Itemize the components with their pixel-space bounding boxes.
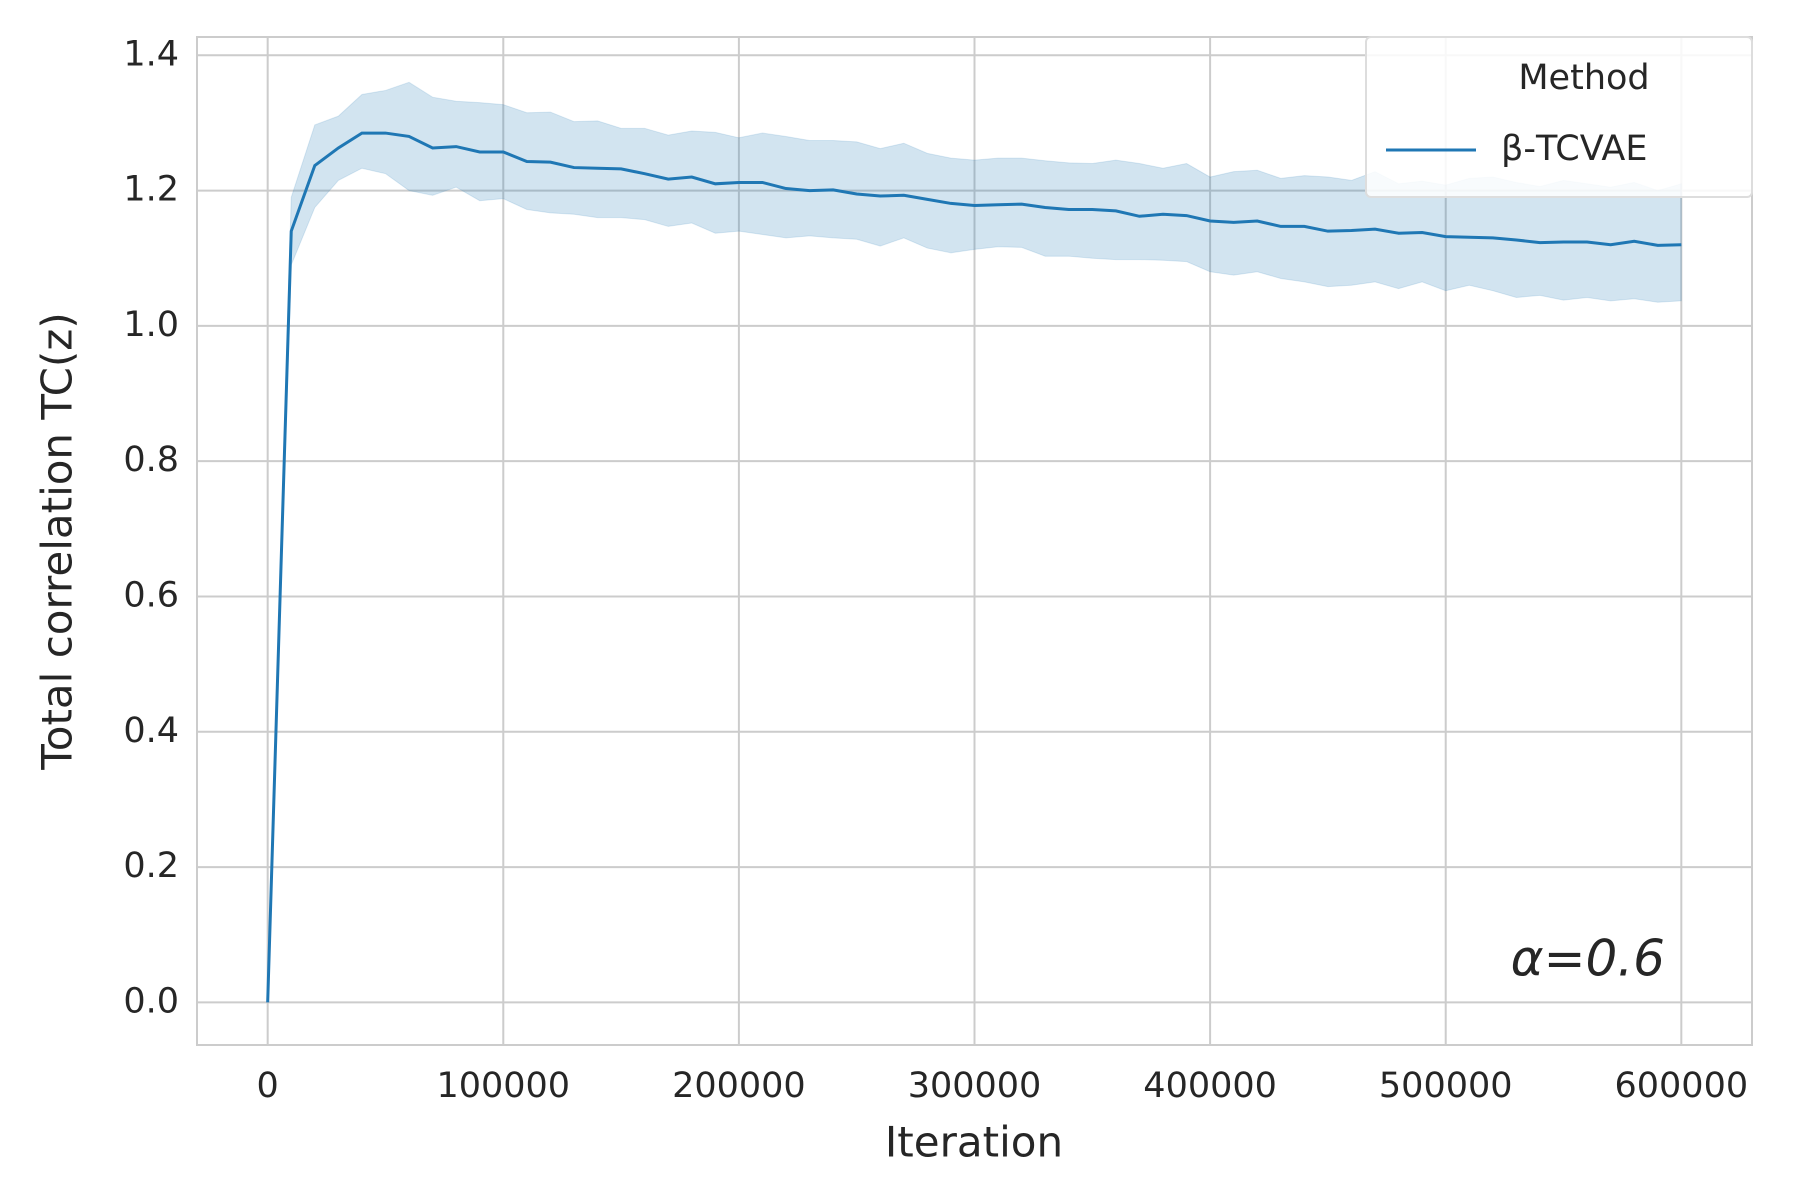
- y-tick-label: 0.4: [123, 711, 179, 751]
- y-tick-label: 1.4: [123, 34, 179, 74]
- y-axis-label: Total correlation TC(z): [33, 312, 82, 771]
- y-tick-label: 1.2: [123, 170, 179, 210]
- x-axis-label: Iteration: [885, 1118, 1063, 1167]
- x-tick-label: 0: [257, 1066, 279, 1106]
- x-tick-label: 300000: [908, 1066, 1042, 1106]
- x-tick-label: 100000: [436, 1066, 570, 1106]
- y-tick-label: 0.6: [123, 575, 179, 615]
- line: [266, 131, 1682, 1003]
- annotation: α=0.6: [1511, 930, 1665, 988]
- x-tick-label: 500000: [1379, 1066, 1513, 1106]
- legend-label: β-TCVAE: [1501, 129, 1648, 169]
- confidence-band: [267, 81, 1682, 1003]
- y-tick-label: 0.0: [123, 981, 179, 1021]
- x-tick-label: 200000: [672, 1066, 806, 1106]
- legend-title: Method: [1518, 58, 1649, 98]
- x-tick-label: 400000: [1143, 1066, 1277, 1106]
- y-tick-label: 0.8: [123, 440, 179, 480]
- legend-box: [1365, 36, 1753, 198]
- x-tick-label: 600000: [1615, 1066, 1749, 1106]
- y-tick-label: 0.2: [123, 846, 179, 886]
- y-tick-label: 1.0: [123, 305, 179, 345]
